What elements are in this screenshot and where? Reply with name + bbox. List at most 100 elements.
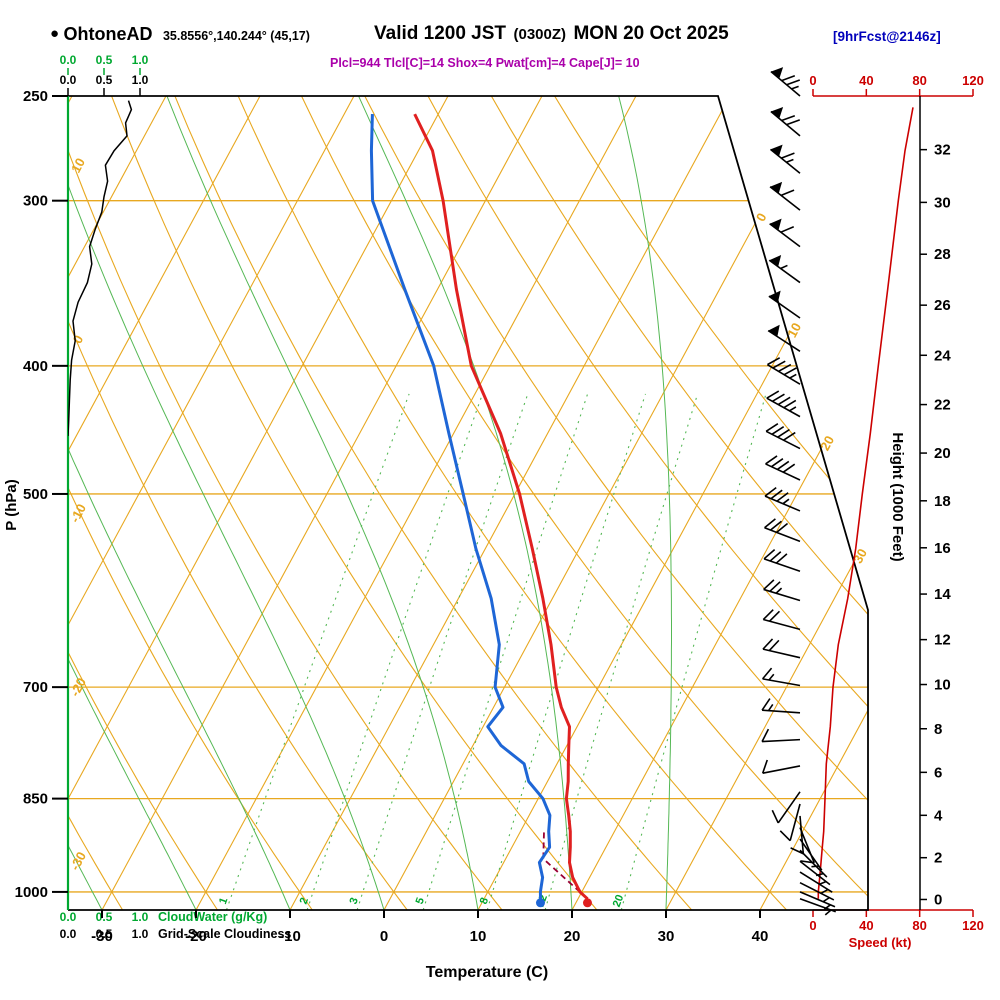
wind-barb (762, 638, 801, 659)
orange-isoline-layer (68, 96, 868, 910)
height-tick-label: 10 (934, 677, 951, 694)
cloudiness-scale-label: 0.0 (60, 73, 77, 87)
height-axis-label: Height (1000 Feet) (889, 432, 906, 561)
cloudiness-scale-label: 0.5 (96, 927, 113, 941)
wind-barbs-layer (761, 67, 836, 916)
isotherm-line (383, 96, 825, 910)
moist-adiabat-line (164, 96, 479, 910)
cloudiness-scale-label: 0.0 (60, 927, 77, 941)
temperature-tick-label: -30 (91, 928, 113, 945)
pressure-tick-label: 250 (23, 88, 48, 105)
mixing-ratio-line (306, 393, 484, 910)
forecast-info: [9hrFcst@2146z] (833, 29, 941, 44)
height-tick-label: 0 (934, 891, 942, 908)
isotherm-line (477, 96, 868, 910)
height-tick-label: 26 (934, 297, 951, 314)
height-tick-label: 2 (934, 850, 942, 867)
dry-adiabat-line (68, 96, 124, 910)
mixing-ratio-line (620, 393, 767, 910)
isotherm-label-left: -30 (67, 849, 89, 873)
wind-barb (761, 728, 801, 743)
dry-adiabat-line (68, 96, 218, 910)
wind-barb (790, 815, 805, 855)
mixing-ratio-layer (225, 393, 767, 910)
surface-temperature-dot (582, 898, 592, 908)
isotherm-line (68, 96, 261, 910)
wind-barb (769, 181, 801, 211)
valid-date: MON 20 Oct 2025 (573, 23, 729, 44)
moist-adiabat-line (68, 96, 197, 910)
isotherm-label-right: 10 (784, 320, 804, 340)
cloudiness-label: Grid-Scale Cloudiness (158, 927, 291, 941)
isotherm-label-left: 10 (68, 155, 88, 175)
wind-barb (764, 487, 801, 512)
pressure-tick-label: 300 (23, 193, 48, 210)
height-tick-label: 18 (934, 493, 951, 510)
dry-adiabat-line (109, 96, 598, 910)
mixing-ratio-label: 3 (348, 896, 361, 906)
height-tick-label: 6 (934, 764, 942, 781)
mixing-ratio-labels: 123581220 (217, 893, 626, 909)
cloudwater-scale-label: 0.0 (60, 53, 77, 67)
isotherm-line (289, 96, 731, 910)
cloud-scale-rows: 0.0 0.0 0.0 0.0 0.5 0.5 0.5 0.5 1.0 1.0 1.0 1.0 (60, 53, 149, 941)
station-coords: 35.8556°,140.244° (45,17) (162, 29, 310, 43)
isotherm-line (571, 96, 868, 910)
isotherm-line (665, 96, 868, 910)
speed-tick-label: 40 (859, 73, 873, 88)
cloudwater-scale-label: 0.5 (96, 910, 113, 924)
height-tick-label: 14 (934, 586, 951, 603)
height-tick-label: 8 (934, 721, 942, 738)
station-name: OhtoneAD (63, 24, 153, 44)
dry-adiabat-line (235, 96, 788, 910)
wind-barb (765, 423, 801, 450)
height-tick-label: 28 (934, 246, 951, 263)
wind-barb (799, 881, 835, 903)
wind-barb (767, 357, 801, 385)
moist-adiabat-line (68, 96, 385, 910)
station-bullet-icon: ● (50, 25, 60, 42)
temperature-tick-label: 10 (470, 928, 487, 945)
pressure-tick-label: 1000 (15, 884, 48, 901)
mixing-ratio-line (225, 393, 410, 910)
temperature-axis-label: Temperature (C) (426, 964, 548, 981)
height-tick-label: 22 (934, 397, 951, 414)
speed-tick-label: 0 (809, 918, 816, 933)
cloudiness-scale-label: 1.0 (132, 73, 149, 87)
wind-barb (771, 791, 801, 824)
wind-barb (779, 803, 801, 842)
isotherm-label-left: -10 (67, 501, 89, 525)
dry-adiabat-line (298, 96, 868, 910)
mixing-ratio-label: 2 (298, 896, 311, 906)
temperature-profile-line (413, 113, 589, 900)
mixing-ratio-label: 5 (414, 896, 427, 906)
station-line: ● OhtoneAD 35.8556°,140.244° (45,17) (50, 24, 310, 45)
speed-tick-label: 0 (809, 73, 816, 88)
moist-adiabat-line (617, 96, 672, 910)
wind-barb (770, 67, 801, 97)
dewpoint-profile-line (369, 114, 552, 899)
height-tick-label: 30 (934, 194, 951, 211)
plot-border (68, 95, 869, 911)
temperature-tick-label: -10 (279, 928, 301, 945)
pressure-tick-label: 700 (23, 679, 48, 696)
wind-barb (765, 455, 801, 481)
cloudwater-scale-label: 1.0 (132, 53, 149, 67)
dry-adiabat-line (68, 96, 408, 910)
wind-barb (769, 144, 801, 174)
wind-barb (768, 254, 801, 284)
dry-adiabat-line (425, 96, 868, 910)
mixing-ratio-label: 20 (611, 893, 626, 909)
params-line: Plcl=944 Tlcl[C]=14 Shox=4 Pwat[cm]=4 Ca… (330, 56, 640, 70)
dry-adiabat-line (68, 96, 313, 910)
dry-adiabat-line (361, 96, 868, 910)
wind-barb (799, 871, 833, 894)
cloudwater-scale-label: 1.0 (132, 910, 149, 924)
wind-barb (761, 667, 801, 687)
height-tick-label: 4 (934, 807, 943, 824)
wind-barb (768, 290, 801, 319)
dry-adiabat-line (488, 96, 868, 910)
isotherm-line (68, 96, 167, 910)
cloudiness-scale-label: 1.0 (132, 927, 149, 941)
